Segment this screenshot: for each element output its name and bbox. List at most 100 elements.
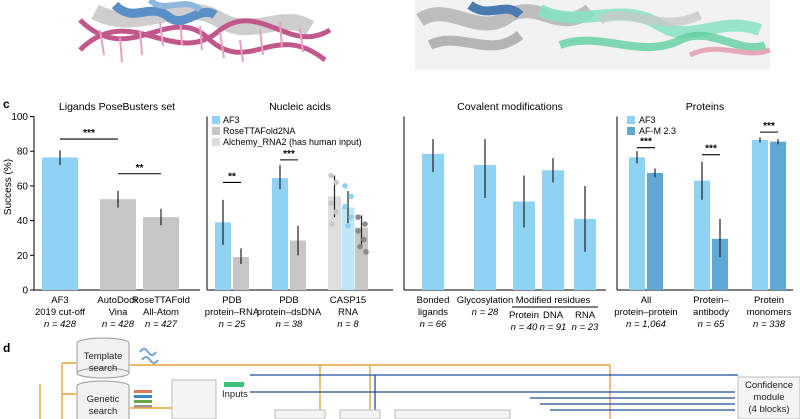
covalent-category-1-line-0: Glycosylation bbox=[457, 295, 514, 306]
proteins-afm-bar-0 bbox=[647, 172, 663, 290]
nucleic-point-5 bbox=[342, 183, 348, 189]
nucleic-title: Nucleic acids bbox=[269, 101, 331, 113]
ligands-sig-1-label: ** bbox=[136, 163, 144, 174]
covalent-category-2-line-1: n = 40 bbox=[511, 322, 538, 333]
nucleic-point-0 bbox=[328, 172, 334, 179]
proteins-title: Proteins bbox=[686, 101, 725, 113]
proteins-category-1-line-2: n = 65 bbox=[698, 319, 725, 330]
y-tick-label-20: 20 bbox=[17, 251, 29, 262]
proteins-category-0-line-1: protein–protein bbox=[614, 307, 677, 318]
y-tick-label-80: 80 bbox=[17, 147, 29, 158]
nucleic-alchemy-bar-2 bbox=[328, 196, 341, 290]
nucleic-rf2na-bar-1 bbox=[290, 240, 306, 290]
proteins-legend-label-1: AF-M 2.3 bbox=[639, 126, 676, 136]
proteins-category-0-line-2: n = 1,064 bbox=[626, 319, 666, 330]
ligands-category-0-line-0: AF3 bbox=[51, 295, 68, 306]
nucleic-point-10 bbox=[355, 214, 361, 220]
template-search-line-1: Template bbox=[84, 351, 123, 362]
covalent-category-4-line-0: RNA bbox=[575, 310, 596, 321]
template-icon bbox=[139, 348, 159, 364]
covalent-category-1-line-1: n = 28 bbox=[472, 307, 499, 318]
proteins-af3-bar-1 bbox=[694, 180, 710, 290]
covalent-title: Covalent modifications bbox=[457, 101, 563, 113]
covalent-bar-2 bbox=[513, 201, 535, 290]
nucleic-category-1-line-2: n = 38 bbox=[276, 319, 303, 330]
proteins-category-1-line-1: antibody bbox=[693, 307, 729, 318]
nucleic-point-4 bbox=[329, 221, 335, 227]
nucleic-af3-bar-0 bbox=[215, 222, 231, 290]
input-embedder-box bbox=[171, 379, 217, 419]
structure-render-right bbox=[415, 0, 771, 70]
covalent-category-0-line-2: n = 66 bbox=[420, 319, 447, 330]
nucleic-point-9 bbox=[345, 223, 351, 229]
proteins-afm-bar-2 bbox=[770, 141, 786, 290]
ligands-sig-0-label: *** bbox=[83, 128, 95, 139]
inputs-bar bbox=[224, 382, 244, 387]
covalent-category-3-line-1: n = 91 bbox=[540, 322, 567, 333]
nucleic-point-2 bbox=[328, 200, 334, 207]
covalent-bar-1 bbox=[474, 165, 496, 290]
nucleic-category-0-line-0: PDB bbox=[222, 295, 242, 306]
covalent-category-2-line-0: Protein bbox=[509, 310, 539, 321]
ligands-title: Ligands PoseBusters set bbox=[59, 101, 175, 113]
proteins-legend-label-0: AF3 bbox=[639, 115, 656, 125]
y-tick-label-100: 100 bbox=[11, 112, 28, 123]
ligands-category-1-line-0: AutoDock bbox=[97, 295, 138, 306]
covalent-category-0-line-0: Bonded bbox=[417, 295, 450, 306]
y-tick-label-60: 60 bbox=[17, 181, 29, 192]
ligands-category-1-line-2: n = 428 bbox=[102, 319, 135, 330]
ligands-category-1-line-1: Vina bbox=[109, 307, 129, 318]
nucleic-category-2-line-1: RNA bbox=[338, 307, 359, 318]
template-search-node: Template search bbox=[76, 337, 130, 379]
nucleic-point-15 bbox=[363, 249, 369, 255]
nucleic-point-11 bbox=[362, 221, 368, 227]
nucleic-point-14 bbox=[357, 243, 363, 250]
nucleic-point-6 bbox=[348, 193, 354, 200]
nucleic-legend-label-0: AF3 bbox=[223, 115, 240, 125]
nucleic-sig-1-label: *** bbox=[283, 149, 295, 160]
ligands-category-0-line-1: 2019 cut-off bbox=[35, 307, 85, 318]
genetic-search-line-2: search bbox=[89, 406, 118, 417]
nucleic-category-1-line-1: protein–dsDNA bbox=[257, 307, 322, 318]
ligands-category-2-line-1: All-Atom bbox=[143, 307, 179, 318]
nucleic-legend-swatch-0 bbox=[212, 116, 220, 124]
covalent-bar-4 bbox=[574, 218, 596, 290]
confidence-line-2: module bbox=[753, 392, 784, 403]
ligands-bar-0 bbox=[42, 157, 78, 290]
panel-label-c: c bbox=[3, 97, 10, 111]
proteins-af3-bar-0 bbox=[629, 157, 645, 290]
covalent-category-0-line-1: ligands bbox=[418, 307, 448, 318]
nucleic-rf2na-bar-0 bbox=[233, 257, 249, 290]
confidence-line-3: (4 blocks) bbox=[748, 404, 789, 415]
ligands-category-2-line-0: RoseTTAFold bbox=[132, 295, 190, 306]
nucleic-point-3 bbox=[333, 209, 339, 215]
ligands-bar-2 bbox=[143, 217, 179, 290]
panel-label-d: d bbox=[3, 341, 10, 355]
template-search-line-2: search bbox=[89, 363, 118, 374]
covalent-category-4-line-1: n = 23 bbox=[572, 322, 599, 333]
nucleic-legend-label-1: RoseTTAFold2NA bbox=[223, 126, 295, 136]
nucleic-legend-swatch-1 bbox=[212, 127, 220, 135]
nucleic-legend-label-2: Alchemy_RNA2 (has human input) bbox=[223, 137, 362, 147]
proteins-category-1-line-0: Protein– bbox=[693, 295, 729, 306]
proteins-sig-0-label: *** bbox=[640, 137, 652, 148]
structure-render-left bbox=[78, 0, 332, 63]
proteins-legend-swatch-0 bbox=[627, 116, 635, 124]
nucleic-category-2-line-2: n = 8 bbox=[337, 319, 359, 330]
proteins-legend-swatch-1 bbox=[627, 127, 635, 135]
nucleic-sig-0-label: ** bbox=[228, 171, 236, 182]
nucleic-category-1-line-0: PDB bbox=[279, 295, 299, 306]
nucleic-legend-swatch-2 bbox=[212, 138, 220, 146]
proteins-category-2-line-2: n = 338 bbox=[753, 319, 786, 330]
proteins-category-0-line-0: All bbox=[641, 295, 652, 306]
inputs-label: Inputs bbox=[222, 389, 248, 400]
ligands-category-0-line-2: n = 428 bbox=[44, 319, 77, 330]
nucleic-rf2na-bar-2 bbox=[355, 227, 368, 290]
nucleic-af3-bar-2 bbox=[341, 207, 355, 290]
covalent-bar-3 bbox=[542, 170, 564, 290]
nucleic-point-1 bbox=[333, 179, 339, 186]
proteins-af3-bar-2 bbox=[752, 139, 768, 290]
proteins-sig-1-label: *** bbox=[705, 144, 717, 155]
genetic-search-line-1: Genetic bbox=[87, 394, 120, 405]
